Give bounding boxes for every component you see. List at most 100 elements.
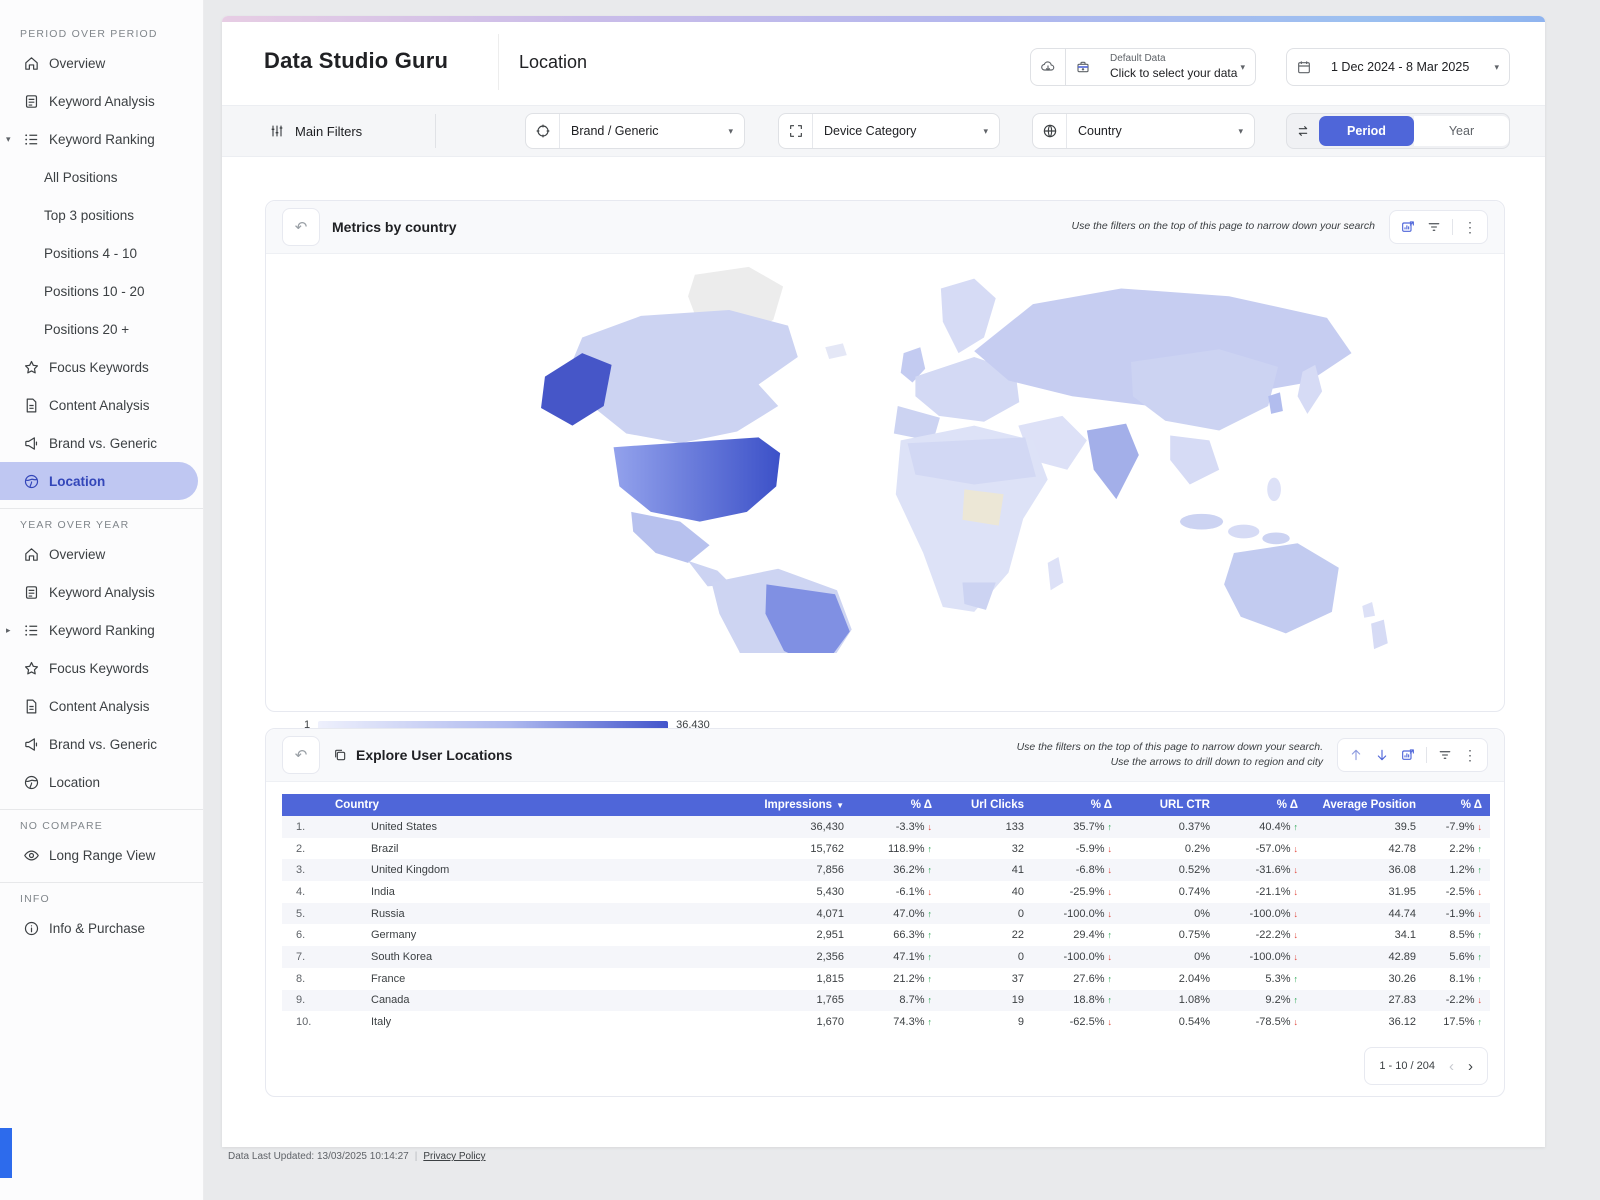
sidebar-item-brand-vs-generic[interactable]: Brand vs. Generic <box>0 424 203 462</box>
sidebar-item-label: Brand vs. Generic <box>49 736 158 752</box>
map-card-toolbar: ⋮ <box>1389 210 1488 244</box>
date-range-picker[interactable]: 1 Dec 2024 - 8 Mar 2025 ▾ <box>1286 48 1510 86</box>
delta-up-icon: ↑ <box>1477 843 1483 854</box>
more-options-icon[interactable]: ⋮ <box>1463 746 1477 763</box>
sidebar-item-content-analysis[interactable]: Content Analysis <box>0 687 203 725</box>
file-icon <box>22 697 40 715</box>
data-selector-subtitle: Click to select your data <box>1110 65 1238 80</box>
more-options-icon[interactable]: ⋮ <box>1463 218 1477 235</box>
sidebar-item-label: Brand vs. Generic <box>49 435 158 451</box>
sidebar-subitem-positions-20[interactable]: Positions 20 + <box>44 321 130 337</box>
sidebar-item-label: Keyword Ranking <box>49 131 155 147</box>
filter-select-country[interactable]: Country ▾ <box>1032 113 1255 149</box>
chart-export-icon[interactable] <box>1400 747 1416 763</box>
row-value: 36.12 <box>1388 1016 1416 1029</box>
table-row[interactable]: 5. Russia 4,071 47.0% ↑ 0 -100.0% ↓ 0% -100.0% ↓ 4… <box>282 902 1490 925</box>
row-rank: 1. <box>296 820 306 833</box>
chevron-down-icon[interactable]: ▾ <box>6 133 11 144</box>
filter-select-brand-generic[interactable]: Brand / Generic ▾ <box>525 113 745 149</box>
table-row[interactable]: 10. Italy 1,670 74.3% ↑ 9 -62.5% ↓ 0.54% -78.5% ↓… <box>282 1011 1490 1033</box>
sidebar-item-location[interactable]: Location <box>0 763 203 801</box>
row-value: 47.0% ↑ <box>893 907 932 920</box>
sidebar-subitem-top-3-positions[interactable]: Top 3 positions <box>44 207 135 223</box>
chart-export-icon[interactable] <box>1400 219 1416 235</box>
sidebar-item-keyword-ranking[interactable]: ▾ Keyword Ranking <box>0 120 203 158</box>
sidebar-item-focus-keywords[interactable]: Focus Keywords <box>0 348 203 386</box>
undo-button[interactable]: ↶ <box>282 736 320 774</box>
drill-up-icon[interactable] <box>1348 747 1364 763</box>
row-value: 15,762 <box>810 842 844 855</box>
data-selector-title: Default Data <box>1110 53 1166 65</box>
row-country: India <box>371 885 395 898</box>
row-value: 0.37% <box>1178 820 1210 833</box>
row-value: -78.5% ↓ <box>1255 1016 1298 1029</box>
row-value: 9.2% ↑ <box>1265 994 1298 1007</box>
list-icon <box>22 621 40 639</box>
sidebar-item-content-analysis[interactable]: Content Analysis <box>0 386 203 424</box>
funnel-icon[interactable] <box>1426 219 1442 235</box>
sidebar-item-keyword-analysis[interactable]: Keyword Analysis <box>0 82 203 120</box>
row-value: 1.2% ↑ <box>1449 864 1482 877</box>
column-header-url-clicks-3[interactable]: Url Clicks <box>970 799 1024 811</box>
column-header--4[interactable]: % Δ <box>1090 799 1112 811</box>
sidebar-item-location[interactable]: Location <box>0 462 198 500</box>
column-header-country[interactable]: Country <box>335 799 380 811</box>
filter-bar: Main Filters Brand / Generic ▾ Device Ca… <box>222 105 1545 157</box>
row-value: 36,430 <box>810 820 844 833</box>
sidebar-subitem-all-positions[interactable]: All Positions <box>44 169 118 185</box>
undo-button[interactable]: ↶ <box>282 208 320 246</box>
sidebar-item-label: Focus Keywords <box>49 359 149 375</box>
sidebar-item-keyword-analysis[interactable]: Keyword Analysis <box>0 573 203 611</box>
sidebar-item-info-purchase[interactable]: Info & Purchase <box>0 909 203 947</box>
sidebar-section-label: INFO <box>20 893 50 905</box>
table-row[interactable]: 9. Canada 1,765 8.7% ↑ 19 18.8% ↑ 1.08% 9.2% ↑ 27.… <box>282 989 1490 1012</box>
toggle-year[interactable]: Year <box>1414 116 1509 146</box>
column-header--8[interactable]: % Δ <box>1460 799 1482 811</box>
drill-down-icon[interactable] <box>1374 747 1390 763</box>
funnel-icon[interactable] <box>1437 747 1453 763</box>
next-page-icon[interactable]: › <box>1468 1057 1473 1075</box>
swap-icon[interactable] <box>1287 123 1319 139</box>
row-value: 0 <box>1017 950 1024 963</box>
table-row[interactable]: 2. Brazil 15,762 118.9% ↑ 32 -5.9% ↓ 0.2% -57.0%… <box>282 837 1490 860</box>
row-value: 34.1 <box>1394 929 1416 942</box>
column-header--6[interactable]: % Δ <box>1276 799 1298 811</box>
column-header-impressions[interactable]: Impressions ▼ <box>764 799 844 811</box>
sidebar-item-long-range-view[interactable]: Long Range View <box>0 836 203 874</box>
row-value: 39.5 <box>1394 820 1416 833</box>
world-map[interactable]: 1 36,430 <box>282 261 1490 731</box>
sidebar-item-brand-vs-generic[interactable]: Brand vs. Generic <box>0 725 203 763</box>
delta-up-icon: ↑ <box>1293 821 1299 832</box>
sidebar-item-keyword-ranking[interactable]: ▸ Keyword Ranking <box>0 611 203 649</box>
row-value: 1,670 <box>816 1016 844 1029</box>
row-value: 37 <box>1011 972 1024 985</box>
row-rank: 10. <box>296 1016 312 1029</box>
table-row[interactable]: 1. United States 36,430 -3.3% ↓ 133 35.7% ↑ 0.3… <box>282 816 1490 838</box>
column-header--2[interactable]: % Δ <box>910 799 932 811</box>
footer: Data Last Updated: 13/03/2025 10:14:27 |… <box>228 1151 486 1162</box>
filter-select-device-category[interactable]: Device Category ▾ <box>778 113 1000 149</box>
table-row[interactable]: 7. South Korea 2,356 47.1% ↑ 0 -100.0% ↓ 0% -100… <box>282 946 1490 968</box>
row-rank: 2. <box>296 842 306 855</box>
corner-widget[interactable] <box>0 1128 12 1178</box>
chevron-right-icon[interactable]: ▸ <box>6 624 11 635</box>
row-value: 0.54% <box>1178 1016 1210 1029</box>
table-row[interactable]: 4. India 5,430 -6.1% ↓ 40 -25.9% ↓ 0.74% -21.1% ↓… <box>282 881 1490 903</box>
column-header-average-position-7[interactable]: Average Position <box>1322 799 1416 811</box>
sidebar-subitem-positions-4-10[interactable]: Positions 4 - 10 <box>44 245 138 261</box>
sidebar-item-overview[interactable]: Overview <box>0 535 203 573</box>
toggle-period[interactable]: Period <box>1319 116 1414 146</box>
sidebar-subitem-positions-10-20[interactable]: Positions 10 - 20 <box>44 283 145 299</box>
privacy-policy-link[interactable]: Privacy Policy <box>423 1151 486 1162</box>
prev-page-icon[interactable]: ‹ <box>1449 1057 1454 1075</box>
table-row[interactable]: 8. France 1,815 21.2% ↑ 37 27.6% ↑ 2.04% 5.3% ↑ 30… <box>282 967 1490 990</box>
row-value: 0 <box>1017 907 1024 920</box>
column-header-url-ctr-5[interactable]: URL CTR <box>1159 799 1210 811</box>
table-row[interactable]: 6. Germany 2,951 66.3% ↑ 22 29.4% ↑ 0.75% -22.2%… <box>282 924 1490 947</box>
sidebar-item-label: Keyword Analysis <box>49 584 155 600</box>
sidebar-item-overview[interactable]: Overview <box>0 44 203 82</box>
table-row[interactable]: 3. United Kingdom 7,856 36.2% ↑ 41 -6.8% ↓ 0.52… <box>282 859 1490 882</box>
table-card-toolbar: ⋮ <box>1337 738 1488 772</box>
sidebar-item-focus-keywords[interactable]: Focus Keywords <box>0 649 203 687</box>
data-source-selector[interactable]: Default Data Click to select your data ▾ <box>1030 48 1256 86</box>
